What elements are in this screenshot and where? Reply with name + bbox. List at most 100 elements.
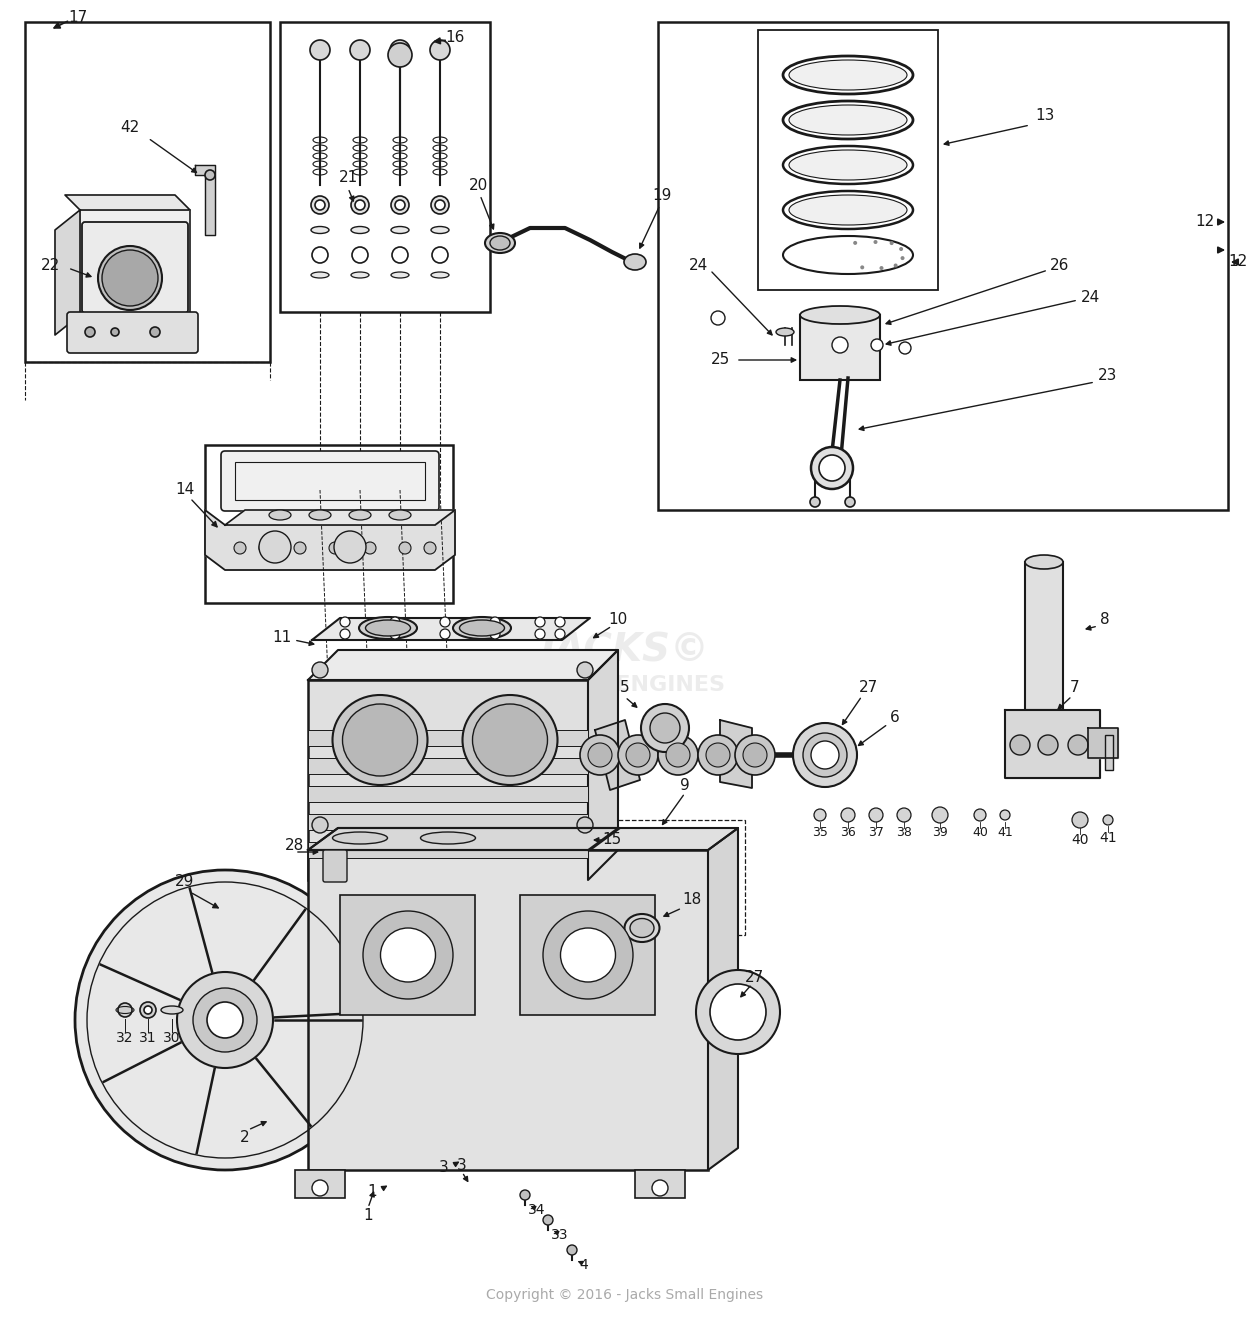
Text: 19: 19 (652, 187, 671, 203)
Circle shape (698, 736, 738, 776)
Text: 22: 22 (40, 258, 60, 272)
Text: 35: 35 (812, 825, 828, 838)
Circle shape (259, 542, 271, 554)
Circle shape (578, 662, 592, 678)
Ellipse shape (485, 234, 515, 254)
Ellipse shape (782, 191, 912, 230)
Circle shape (932, 806, 948, 822)
Ellipse shape (782, 146, 912, 184)
Text: 14: 14 (175, 482, 195, 498)
Ellipse shape (351, 227, 369, 234)
Text: 10: 10 (609, 613, 628, 627)
Text: 9: 9 (680, 777, 690, 793)
Text: 18: 18 (682, 893, 701, 908)
Circle shape (735, 736, 775, 776)
Bar (308, 758, 588, 774)
Circle shape (618, 736, 658, 776)
Polygon shape (1005, 710, 1100, 778)
Circle shape (845, 497, 855, 507)
Circle shape (974, 809, 986, 821)
Text: 20: 20 (469, 178, 488, 192)
Text: 8: 8 (1100, 613, 1110, 627)
Circle shape (329, 542, 341, 554)
Circle shape (140, 1003, 156, 1019)
Circle shape (399, 542, 411, 554)
Ellipse shape (800, 306, 880, 324)
Polygon shape (1088, 728, 1118, 758)
Bar (308, 786, 588, 802)
Circle shape (424, 542, 436, 554)
Text: 23: 23 (1099, 367, 1118, 383)
Text: 16: 16 (445, 31, 465, 45)
Ellipse shape (560, 928, 615, 983)
Polygon shape (195, 166, 215, 235)
Bar (340, 894, 475, 1015)
Bar (1025, 562, 1062, 710)
Circle shape (792, 724, 858, 788)
Text: 4: 4 (580, 1258, 589, 1272)
Text: 31: 31 (139, 1031, 156, 1045)
Polygon shape (595, 720, 640, 790)
Circle shape (860, 266, 864, 270)
Circle shape (75, 870, 375, 1169)
Bar (295, 1169, 345, 1197)
Circle shape (144, 1007, 152, 1015)
Circle shape (871, 339, 882, 351)
Circle shape (431, 196, 449, 214)
Circle shape (440, 617, 450, 627)
Text: 28: 28 (285, 837, 305, 853)
Circle shape (350, 40, 370, 60)
Circle shape (555, 617, 565, 627)
Circle shape (1072, 812, 1088, 828)
Ellipse shape (311, 227, 329, 234)
Ellipse shape (542, 910, 632, 999)
Text: 41: 41 (1099, 830, 1116, 845)
Ellipse shape (789, 150, 908, 180)
Circle shape (192, 988, 258, 1052)
Circle shape (310, 40, 330, 60)
Circle shape (854, 240, 858, 244)
Ellipse shape (472, 704, 548, 776)
Text: 33: 33 (551, 1228, 569, 1242)
Circle shape (542, 1215, 552, 1226)
Ellipse shape (362, 910, 452, 999)
Text: 37: 37 (867, 825, 884, 838)
Bar (635, 1169, 685, 1197)
Text: 12: 12 (1195, 215, 1215, 230)
FancyBboxPatch shape (68, 312, 198, 352)
Circle shape (841, 808, 855, 822)
Circle shape (535, 617, 545, 627)
Text: 27: 27 (745, 971, 765, 985)
Text: 30: 30 (164, 1031, 181, 1045)
Ellipse shape (332, 696, 428, 785)
Circle shape (802, 733, 848, 777)
Circle shape (626, 744, 650, 768)
Circle shape (312, 1180, 328, 1196)
Bar (280, 21, 490, 312)
Polygon shape (308, 650, 618, 680)
Bar (308, 730, 588, 746)
Bar (308, 814, 588, 830)
Ellipse shape (420, 832, 475, 844)
Text: 27: 27 (859, 681, 878, 696)
FancyBboxPatch shape (221, 451, 439, 511)
Text: 24: 24 (689, 258, 707, 272)
Ellipse shape (351, 272, 369, 278)
Circle shape (742, 744, 768, 768)
Circle shape (311, 196, 329, 214)
Text: 32: 32 (116, 1031, 134, 1045)
Polygon shape (308, 828, 738, 850)
Circle shape (898, 808, 911, 822)
Ellipse shape (490, 236, 510, 250)
Circle shape (234, 542, 246, 554)
Polygon shape (55, 210, 80, 335)
Text: 17: 17 (69, 11, 88, 25)
Circle shape (315, 200, 325, 210)
Text: JACKS©: JACKS© (540, 631, 710, 669)
Ellipse shape (811, 447, 852, 489)
Bar (308, 850, 708, 1169)
Bar (1105, 736, 1112, 770)
Text: 11: 11 (272, 630, 291, 646)
Ellipse shape (391, 227, 409, 234)
Ellipse shape (776, 328, 794, 336)
